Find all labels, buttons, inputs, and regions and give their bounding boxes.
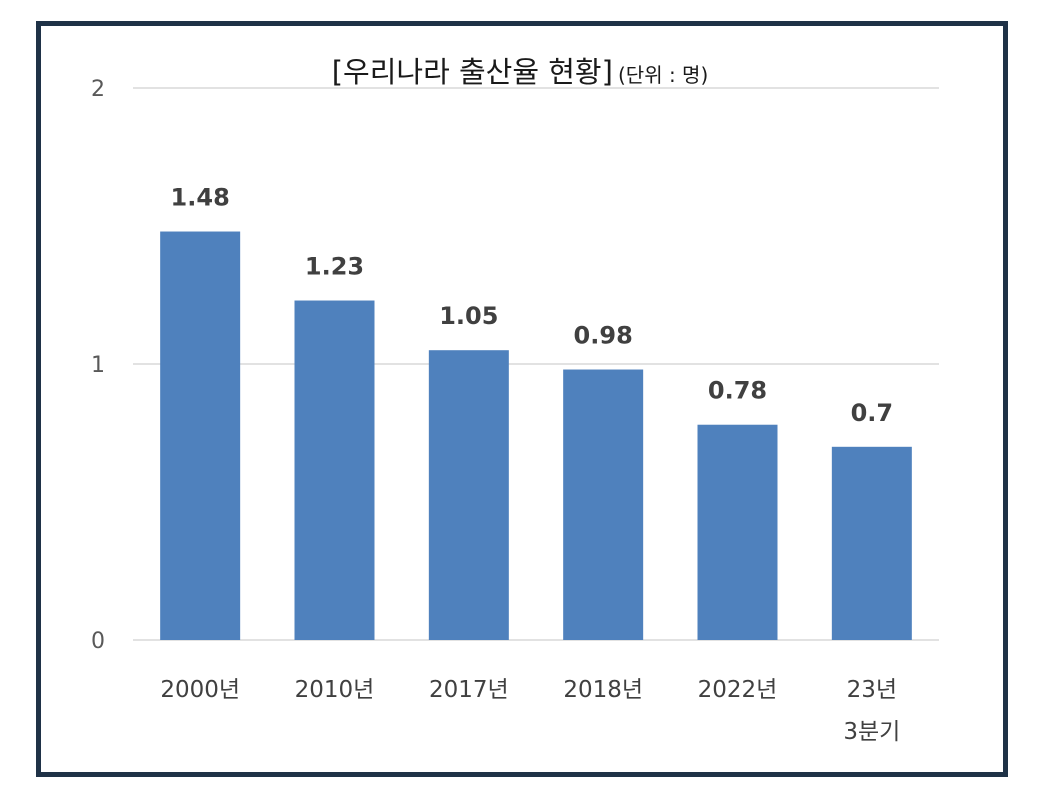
x-tick-label: 2022년 xyxy=(698,677,778,703)
x-tick-label-line: 2010년 xyxy=(295,677,375,703)
x-tick-label-line: 23년 xyxy=(847,677,897,703)
x-tick-label: 23년 3분기 xyxy=(843,677,900,745)
bar xyxy=(563,369,644,640)
x-tick-label-line: 2022년 xyxy=(698,677,778,703)
x-tick-label: 2017년 xyxy=(429,677,509,703)
chart-title-main: [우리나라 출산율 현황] xyxy=(332,55,613,89)
x-tick-label: 2000년 xyxy=(160,677,240,703)
x-tick-label-line: 2018년 xyxy=(563,677,643,703)
data-label: 1.48 xyxy=(171,184,230,212)
y-tick-label: 2 xyxy=(91,77,105,102)
x-tick-label: 2010년 xyxy=(295,677,375,703)
bar xyxy=(294,300,375,640)
data-label: 0.98 xyxy=(574,322,633,350)
x-tick-label: 2018년 xyxy=(563,677,643,703)
x-tick-label-line: 2017년 xyxy=(429,677,509,703)
bar xyxy=(160,231,241,640)
y-tick-label: 1 xyxy=(91,353,105,378)
x-axis-labels: 2000년 2010년 2017년 2018년 2022년 23년 3분기 xyxy=(160,677,900,745)
y-tick-label: 0 xyxy=(91,629,105,654)
data-label: 0.7 xyxy=(851,399,894,427)
bar xyxy=(831,446,912,640)
gridlines xyxy=(133,87,939,641)
bars xyxy=(160,231,912,640)
chart-title-unit: (단위 : 명) xyxy=(618,63,708,87)
data-label: 1.23 xyxy=(305,253,364,281)
data-label: 0.78 xyxy=(708,377,767,405)
data-label: 1.05 xyxy=(439,302,498,330)
chart-title: [우리나라 출산율 현황] (단위 : 명) xyxy=(332,55,709,89)
y-axis-ticks: 0 1 2 xyxy=(91,77,105,654)
data-labels: 1.48 1.23 1.05 0.98 0.78 0.7 xyxy=(171,184,894,427)
bar xyxy=(697,424,778,640)
bar xyxy=(428,350,509,640)
x-tick-label-line: 3분기 xyxy=(843,719,900,745)
x-tick-label-line: 2000년 xyxy=(160,677,240,703)
